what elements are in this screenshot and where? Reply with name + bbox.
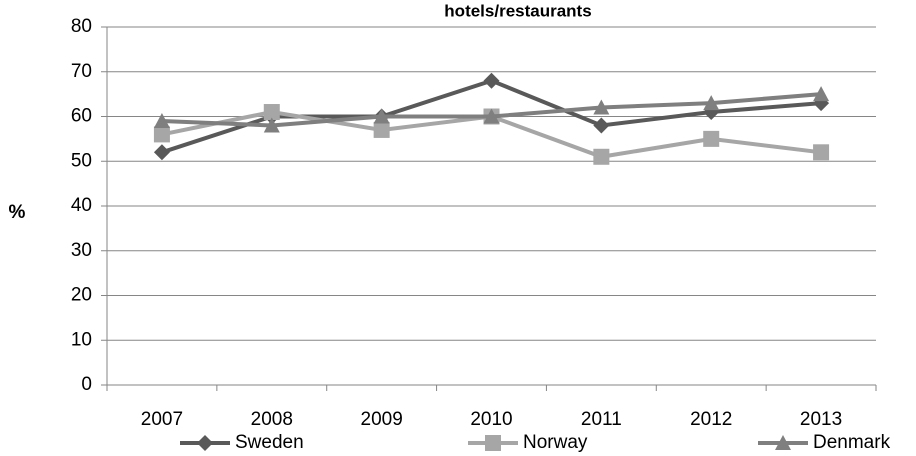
- marker: [813, 144, 830, 161]
- marker: [263, 104, 280, 121]
- x-tick-label: 2011: [581, 409, 622, 430]
- marker: [373, 108, 390, 124]
- y-axis-label: %: [9, 202, 26, 223]
- y-tick-label: 70: [71, 61, 92, 82]
- marker: [153, 112, 170, 128]
- chart-title: hotels/restaurants: [444, 1, 591, 20]
- y-tick-label: 40: [71, 195, 92, 216]
- y-tick-label: 80: [71, 16, 92, 37]
- x-tick-label: 2013: [800, 409, 842, 430]
- x-tick-label: 2012: [690, 409, 732, 430]
- marker: [153, 126, 170, 143]
- marker: [197, 435, 213, 451]
- marker: [263, 117, 280, 133]
- x-tick-label: 2010: [470, 409, 512, 430]
- marker: [813, 86, 830, 102]
- marker: [153, 144, 170, 161]
- marker: [703, 130, 720, 147]
- marker: [593, 148, 610, 165]
- y-tick-label: 60: [71, 106, 92, 127]
- marker: [483, 72, 500, 89]
- x-tick-label: 2008: [251, 409, 293, 430]
- legend-label: Sweden: [235, 432, 304, 453]
- marker: [485, 435, 501, 451]
- marker: [373, 121, 390, 138]
- legend-label: Norway: [523, 432, 588, 453]
- y-tick-label: 10: [71, 329, 92, 350]
- y-tick-label: 50: [71, 150, 92, 171]
- marker: [703, 95, 720, 111]
- marker: [775, 435, 791, 450]
- legend-label: Denmark: [813, 432, 891, 453]
- marker: [593, 117, 610, 134]
- y-tick-label: 0: [81, 374, 92, 395]
- marker: [483, 108, 500, 124]
- x-tick-label: 2007: [141, 409, 183, 430]
- y-tick-label: 20: [71, 285, 92, 306]
- y-tick-label: 30: [71, 240, 92, 261]
- x-tick-label: 2009: [361, 409, 403, 430]
- marker: [593, 99, 610, 115]
